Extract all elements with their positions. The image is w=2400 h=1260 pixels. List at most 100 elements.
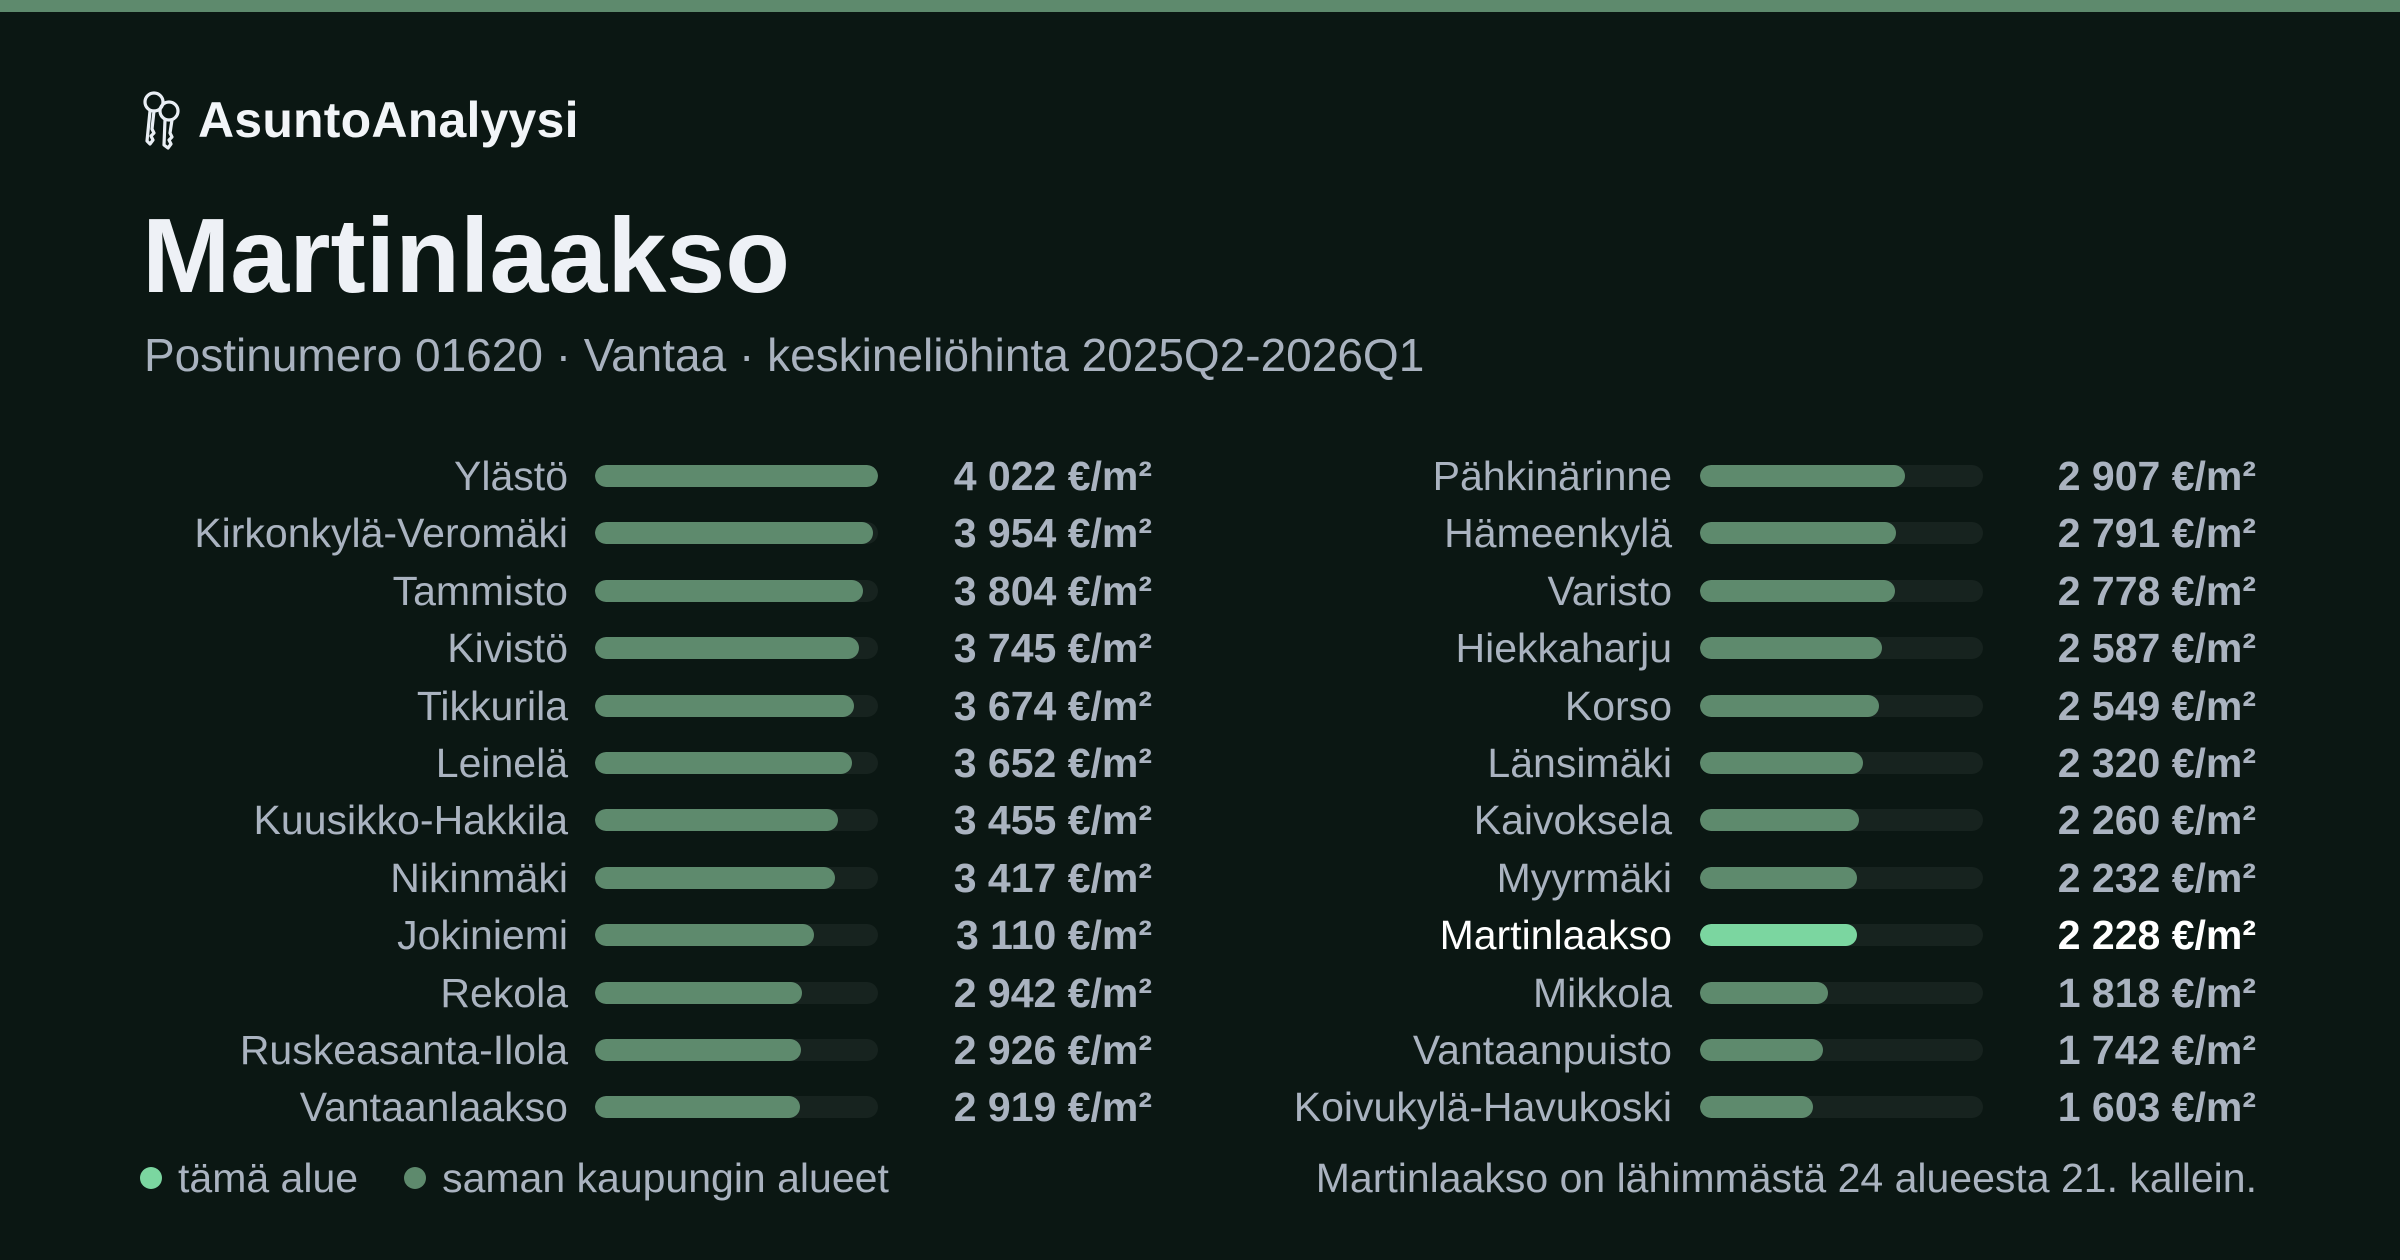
bar-value-label: 3 804 €/m² — [953, 567, 1152, 614]
bar-label: Vantaanlaakso — [299, 1084, 568, 1131]
bar-value-label: 2 942 €/m² — [953, 969, 1152, 1016]
bar-label: Tikkurila — [416, 682, 568, 729]
bar-label: Ruskeasanta-Ilola — [239, 1027, 568, 1073]
bar-label: Länsimäki — [1487, 740, 1672, 786]
bar — [1700, 809, 1860, 832]
bar-track — [1700, 752, 1983, 774]
bar-value-label: 2 791 €/m² — [2057, 510, 2256, 557]
bar — [1700, 924, 1857, 947]
bar-row: Kirkonkylä-Veromäki 3 954 €/m² — [0, 508, 2400, 558]
bar-track — [595, 637, 878, 660]
bar-row-highlighted: Martinlaakso 2 228 €/m² — [0, 910, 2400, 960]
bar-value-label: 3 652 €/m² — [953, 740, 1152, 786]
bar-track — [1700, 579, 1983, 602]
bar-row: Korso 2 549 €/m² — [0, 681, 2400, 731]
bar-row: Ylästö 4 022 €/m² — [0, 451, 2400, 501]
page-title: Martinlaakso — [142, 197, 791, 315]
bar-row: Pähkinärinne 2 907 €/m² — [0, 451, 2400, 501]
bar-value-label: 2 260 €/m² — [2057, 797, 2256, 844]
bar — [595, 579, 863, 602]
keys-icon — [143, 91, 180, 150]
bar-track — [1700, 1039, 1983, 1061]
legend-item-same-city: saman kaupungin alueet — [404, 1155, 889, 1202]
bar-value-label: 3 110 €/m² — [955, 912, 1152, 959]
bar-value-label: 2 587 €/m² — [2057, 625, 2256, 672]
bar-label: Varisto — [1547, 567, 1672, 614]
bar-row: Leinelä 3 652 €/m² — [0, 738, 2400, 788]
bar-row: Hiekkaharju 2 587 €/m² — [0, 623, 2400, 673]
bar-label: Korso — [1564, 682, 1672, 729]
legend-dot-this-area — [140, 1167, 162, 1189]
bar-value-label: 3 954 €/m² — [953, 510, 1152, 557]
bar-value-label: 2 320 €/m² — [2057, 740, 2256, 786]
bar-value-label: 1 818 €/m² — [2057, 969, 2256, 1016]
bar-value-label: 1 603 €/m² — [2057, 1084, 2256, 1131]
bar — [595, 1039, 801, 1061]
bar — [1700, 1096, 1813, 1119]
bar-row: Nikinmäki 3 417 €/m² — [0, 853, 2400, 903]
bar-label: Rekola — [440, 969, 568, 1016]
bar-track — [595, 1039, 878, 1061]
bar-row: Jokiniemi 3 110 €/m² — [0, 910, 2400, 960]
legend: tämä alue saman kaupungin alueet — [140, 1150, 889, 1206]
bar-row: Myyrmäki 2 232 €/m² — [0, 853, 2400, 903]
bar-row: Varisto 2 778 €/m² — [0, 566, 2400, 616]
bar-label: Myyrmäki — [1496, 854, 1672, 901]
bar-value-label: 2 232 €/m² — [2057, 854, 2256, 901]
bar-row: Tammisto 3 804 €/m² — [0, 566, 2400, 616]
bar — [1700, 579, 1896, 602]
bar-row: Mikkola 1 818 €/m² — [0, 968, 2400, 1018]
bar-track — [1700, 924, 1983, 947]
bar-label: Koivukylä-Havukoski — [1293, 1084, 1672, 1131]
bar-label: Nikinmäki — [390, 854, 568, 901]
bar — [1700, 637, 1883, 660]
bar-value-label: 3 745 €/m² — [953, 625, 1152, 672]
bar — [1700, 522, 1897, 545]
bar-label: Hämeenkylä — [1444, 510, 1672, 557]
bar — [595, 637, 859, 660]
bar — [595, 522, 874, 545]
bar-row: Kuusikko-Hakkila 3 455 €/m² — [0, 795, 2400, 845]
bar-row: Länsimäki 2 320 €/m² — [0, 738, 2400, 788]
bar-label: Kirkonkylä-Veromäki — [194, 510, 568, 557]
bar-track — [595, 924, 878, 947]
bar-track — [595, 752, 878, 774]
bar-value-label: 3 417 €/m² — [953, 854, 1152, 901]
bar-row: Tikkurila 3 674 €/m² — [0, 681, 2400, 731]
bar — [595, 465, 878, 487]
bar-row: Rekola 2 942 €/m² — [0, 968, 2400, 1018]
bar — [1700, 1039, 1823, 1061]
bar-track — [1700, 694, 1983, 717]
bar-value-label: 2 549 €/m² — [2057, 682, 2256, 729]
bar-track — [1700, 637, 1983, 660]
bar-value-label: 2 778 €/m² — [2057, 567, 2256, 614]
bar-label: Kivistö — [447, 625, 568, 672]
bar-track — [595, 522, 878, 545]
bar-row: Vantaanlaakso 2 919 €/m² — [0, 1082, 2400, 1132]
brand: AsuntoAnalyysi — [140, 88, 579, 152]
bar-label: Kuusikko-Hakkila — [253, 797, 568, 844]
bar-track — [1700, 1096, 1983, 1119]
bar-value-label: 2 907 €/m² — [2057, 453, 2256, 499]
bar-track — [595, 866, 878, 889]
bar — [1700, 752, 1864, 774]
bar — [1700, 866, 1858, 889]
bar-track — [595, 809, 878, 832]
bar-row: Hämeenkylä 2 791 €/m² — [0, 508, 2400, 558]
bar-label: Vantaanpuisto — [1412, 1027, 1672, 1073]
bar — [595, 694, 854, 717]
bar-value-label: 3 674 €/m² — [953, 682, 1152, 729]
legend-label-same-city: saman kaupungin alueet — [442, 1154, 889, 1201]
bar-track — [595, 579, 878, 602]
bar-track — [1700, 522, 1983, 545]
top-accent-strip — [0, 0, 2400, 12]
bar-track — [595, 465, 878, 487]
bar-label: Leinelä — [435, 740, 568, 786]
page-subtitle: Postinumero 01620 · Vantaa · keskineliöh… — [144, 329, 1425, 381]
bar-label: Ylästö — [454, 453, 568, 499]
bar-value-label: 2 919 €/m² — [953, 1084, 1152, 1131]
bar-track — [1700, 981, 1983, 1004]
legend-label-this-area: tämä alue — [178, 1154, 359, 1201]
legend-dot-same-city — [404, 1167, 427, 1189]
